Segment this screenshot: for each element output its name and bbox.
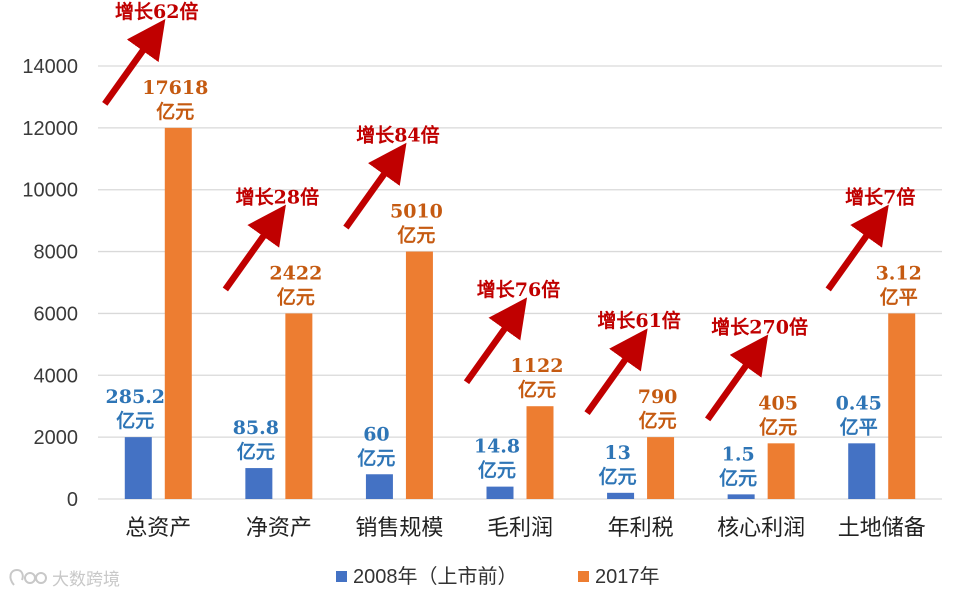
- data-label-2017: 2422: [269, 262, 322, 284]
- bar-2017: [164, 127, 192, 499]
- bar-2017: [767, 443, 795, 499]
- x-category-label: 总资产: [125, 516, 191, 541]
- data-label-2008: 亿平: [840, 415, 878, 438]
- data-label-2017: 亿元: [277, 285, 315, 308]
- data-label-2008: 亿元: [719, 466, 757, 489]
- data-label-2008: 亿元: [478, 459, 516, 482]
- data-label-2008: 60: [363, 423, 389, 445]
- bar-2017: [285, 313, 313, 499]
- y-tick-label: 8000: [34, 242, 79, 264]
- bar-2017: [647, 437, 675, 499]
- bar-2008: [365, 474, 393, 499]
- bar-2017: [888, 313, 916, 499]
- legend-label-2008: 2008年（上市前）: [353, 565, 518, 588]
- y-tick-label: 10000: [22, 180, 78, 202]
- y-tick-label: 14000: [22, 56, 78, 78]
- bars: [124, 127, 916, 499]
- watermark-text: 大数跨境: [52, 570, 120, 590]
- watermark: 大数跨境: [9, 568, 120, 590]
- legend-swatch-2008: [336, 571, 347, 582]
- growth-arrow-icon: [584, 328, 648, 416]
- growth-label: 增长61倍: [597, 309, 680, 332]
- x-category-label: 年利税: [608, 516, 674, 541]
- watermark-logo-icon: [9, 568, 47, 586]
- legend-label-2017: 2017年: [595, 565, 660, 588]
- data-label-2017: 亿元: [639, 409, 677, 432]
- x-category-label: 销售规模: [355, 516, 443, 541]
- data-label-2008: 亿元: [357, 446, 395, 469]
- growth-label: 增长84倍: [356, 124, 439, 147]
- growth-arrow-icon: [825, 204, 889, 292]
- x-category-label: 净资产: [246, 516, 312, 541]
- data-label-2017: 亿元: [156, 100, 194, 123]
- data-label-2017: 3.12: [876, 262, 922, 284]
- data-label-2008: 亿元: [599, 465, 637, 488]
- data-label-2008: 85.8: [233, 417, 279, 439]
- bar-2008: [124, 437, 152, 499]
- bar-2008: [727, 494, 755, 499]
- data-label-2017: 1122: [511, 355, 564, 377]
- data-label-2017: 亿元: [397, 224, 435, 247]
- data-label-2008: 14.8: [474, 436, 520, 458]
- data-label-2008: 亿元: [116, 409, 154, 432]
- data-label-2008: 0.45: [836, 392, 882, 414]
- y-tick-label: 2000: [34, 427, 79, 449]
- data-label-2008: 13: [604, 442, 630, 464]
- data-labels: 285.2亿元17618亿元85.8亿元2422亿元60亿元5010亿元14.8…: [106, 77, 922, 490]
- x-category-label: 土地储备: [838, 516, 926, 541]
- data-label-2017: 790: [638, 386, 678, 408]
- data-label-2008: 亿元: [237, 440, 275, 463]
- data-label-2017: 亿元: [518, 378, 556, 401]
- data-label-2017: 405: [758, 392, 798, 414]
- y-tick-label: 12000: [22, 118, 78, 140]
- x-category-label: 核心利润: [717, 516, 805, 541]
- bar-2017: [526, 406, 554, 499]
- legend-swatch-2017: [578, 571, 589, 582]
- growth-arrow-icon: [102, 19, 166, 106]
- bar-2008: [848, 443, 876, 499]
- x-category-label: 毛利润: [487, 516, 553, 541]
- data-label-2017: 亿平: [880, 285, 918, 308]
- bar-2008: [607, 492, 635, 499]
- data-label-2008: 285.2: [106, 386, 166, 408]
- growth-arrow-icon: [704, 334, 769, 422]
- growth-arrow-icon: [343, 142, 407, 230]
- growth-label: 增长76倍: [477, 278, 560, 301]
- bar-2017: [405, 251, 433, 499]
- legend: 2008年（上市前） 2017年: [336, 565, 660, 588]
- data-label-2017: 亿元: [759, 415, 797, 438]
- growth-label: 增长62倍: [115, 0, 198, 23]
- growth-arrow-icon: [222, 204, 286, 292]
- bar-2008: [486, 486, 514, 499]
- gridlines: [98, 65, 942, 500]
- bar-2008: [245, 468, 273, 499]
- y-axis: 0 2000 4000 6000 8000 10000 12000 14000: [22, 56, 78, 511]
- data-label-2017: 17618: [142, 77, 208, 99]
- growth-label: 增长7倍: [845, 185, 915, 208]
- data-label-2017: 5010: [390, 201, 443, 223]
- y-tick-label: 6000: [34, 303, 79, 325]
- data-label-2008: 1.5: [722, 443, 755, 465]
- growth-label: 增长270倍: [711, 315, 808, 338]
- growth-arrow-icon: [463, 297, 528, 385]
- y-tick-label: 0: [67, 489, 78, 511]
- y-tick-label: 4000: [34, 365, 79, 387]
- x-axis: 总资产 净资产 销售规模 毛利润 年利税 核心利润 土地储备: [125, 516, 925, 541]
- growth-label: 增长28倍: [236, 185, 319, 208]
